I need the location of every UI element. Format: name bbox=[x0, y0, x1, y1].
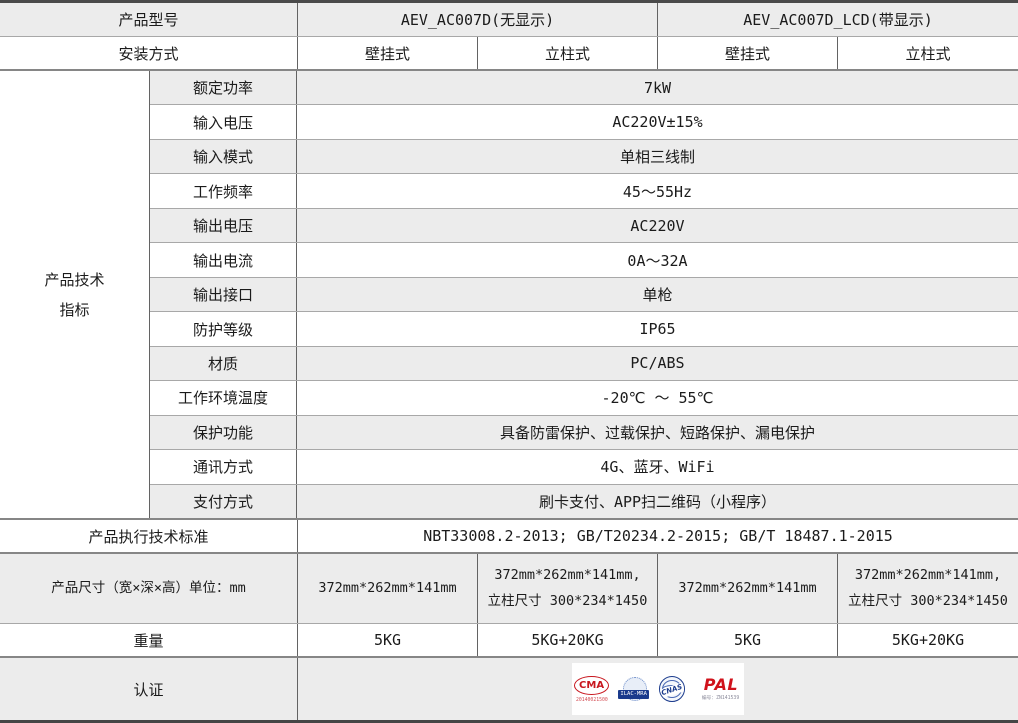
dimension-line2: 立柱尺寸 300*234*1450 bbox=[848, 593, 1008, 609]
tech-spec-name: 材质 bbox=[207, 354, 238, 373]
tech-spec-value: 7kW bbox=[296, 71, 1018, 105]
product-model-row: 产品型号 AEV_AC007D(无显示) AEV_AC007D_LCD(带显示) bbox=[0, 3, 1018, 37]
weight-cell: 5KG+20KG bbox=[477, 624, 657, 656]
cnas-logo-text: CNAS bbox=[660, 681, 685, 700]
install-label: 安装方式 bbox=[118, 44, 179, 63]
tech-spec-row: 输入模式 单相三线制 bbox=[150, 139, 1018, 175]
install-cell: 壁挂式 bbox=[657, 37, 837, 69]
weight-cell: 5KG bbox=[657, 624, 837, 656]
tech-spec-value: -20℃ ～ 55℃ bbox=[296, 381, 1018, 415]
cma-logo-text: CMA bbox=[574, 675, 610, 695]
dimensions-label: 产品尺寸（宽×深×高）单位：mm bbox=[51, 580, 246, 597]
certification-row: 认证 CMA 20140021500 ILAC-MRA CNAS bbox=[0, 658, 1018, 720]
standards-label: 产品执行技术标准 bbox=[88, 527, 209, 546]
certification-value: CMA 20140021500 ILAC-MRA CNAS PAL 编号：ZN1… bbox=[297, 658, 1018, 720]
tech-spec-value: PC/ABS bbox=[296, 346, 1018, 381]
tech-spec-name: 工作频率 bbox=[192, 182, 253, 201]
model-a-cell: AEV_AC007D(无显示) bbox=[297, 3, 657, 36]
ilac-mra-logo-text: ILAC-MRA bbox=[618, 689, 649, 699]
tech-spec-value: 单枪 bbox=[296, 277, 1018, 312]
pal-logo-caption: 编号：ZN141539 bbox=[702, 694, 740, 701]
tech-spec-value: AC220V±15% bbox=[296, 105, 1018, 139]
certification-logo-box: CMA 20140021500 ILAC-MRA CNAS PAL 编号：ZN1… bbox=[572, 663, 744, 715]
tech-spec-name: 防护等级 bbox=[192, 320, 253, 339]
tech-spec-name: 通讯方式 bbox=[192, 458, 253, 477]
dimension-line1: 372mm*262mm*141mm, bbox=[494, 567, 641, 584]
dimension-cell: 372mm*262mm*141mm bbox=[297, 554, 477, 623]
tech-section: 产品技术 指标 额定功率 7kW 输入电压 AC220V±15% 输入模式 单相… bbox=[0, 71, 1018, 520]
tech-spec-value: 4G、蓝牙、WiFi bbox=[296, 450, 1018, 484]
pal-logo-text: PAL bbox=[703, 675, 739, 694]
tech-section-label: 产品技术 指标 bbox=[0, 71, 150, 518]
standards-value: NBT33008.2-2013; GB/T20234.2-2015; GB/T … bbox=[297, 520, 1018, 552]
tech-spec-value: 单相三线制 bbox=[296, 139, 1018, 174]
cma-logo-caption: 20140021500 bbox=[575, 696, 608, 702]
tech-spec-row: 工作环境温度 -20℃ ～ 55℃ bbox=[150, 381, 1018, 416]
ilac-mra-globe-icon: ILAC-MRA bbox=[618, 677, 649, 701]
dimension-cell: 372mm*262mm*141mm bbox=[657, 554, 837, 623]
product-model-label: 产品型号 bbox=[118, 11, 179, 29]
weight-cell: 5KG+20KG bbox=[837, 624, 1018, 656]
weight-cell: 5KG bbox=[297, 624, 477, 656]
tech-spec-value: 具备防雷保护、过载保护、短路保护、漏电保护 bbox=[296, 415, 1018, 450]
tech-spec-row: 材质 PC/ABS bbox=[150, 346, 1018, 382]
dimensions-row: 产品尺寸（宽×深×高）单位：mm 372mm*262mm*141mm 372mm… bbox=[0, 554, 1018, 624]
dimension-line1: 372mm*262mm*141mm, bbox=[854, 567, 1002, 584]
tech-spec-value: 45～55Hz bbox=[296, 174, 1018, 208]
install-cell: 立柱式 bbox=[477, 37, 657, 69]
pal-logo: PAL 编号：ZN141539 bbox=[697, 677, 744, 701]
cnas-logo: CNAS bbox=[659, 676, 686, 702]
tech-spec-name: 输出电压 bbox=[192, 217, 253, 236]
cnas-globe-icon: CNAS bbox=[659, 676, 686, 702]
tech-spec-row: 工作频率 45～55Hz bbox=[150, 174, 1018, 209]
tech-spec-row: 输入电压 AC220V±15% bbox=[150, 105, 1018, 140]
cma-logo: CMA 20140021500 bbox=[572, 675, 612, 703]
tech-spec-value: AC220V bbox=[296, 208, 1018, 243]
tech-spec-name: 输出电流 bbox=[192, 251, 253, 270]
tech-spec-value: IP65 bbox=[296, 312, 1018, 346]
tech-spec-row: 支付方式 刷卡支付、APP扫二维码（小程序） bbox=[150, 484, 1018, 519]
tech-spec-name: 输入电压 bbox=[192, 113, 253, 132]
tech-spec-row: 通讯方式 4G、蓝牙、WiFi bbox=[150, 450, 1018, 485]
dimension-cell: 372mm*262mm*141mm, 立柱尺寸 300*234*1450 bbox=[477, 554, 657, 623]
weight-label: 重量 bbox=[133, 631, 164, 650]
install-row: 安装方式 壁挂式 立柱式 壁挂式 立柱式 bbox=[0, 37, 1018, 71]
tech-spec-name: 工作环境温度 bbox=[177, 389, 268, 408]
tech-spec-name: 输出接口 bbox=[192, 286, 253, 305]
standards-row: 产品执行技术标准 NBT33008.2-2013; GB/T20234.2-20… bbox=[0, 520, 1018, 554]
dimension-line1: 372mm*262mm*141mm bbox=[318, 580, 457, 597]
tech-section-label-line1: 产品技术 bbox=[44, 270, 105, 289]
install-cell: 壁挂式 bbox=[297, 37, 477, 69]
tech-spec-value: 刷卡支付、APP扫二维码（小程序） bbox=[296, 484, 1018, 519]
weight-row: 重量 5KG 5KG+20KG 5KG 5KG+20KG bbox=[0, 624, 1018, 658]
tech-section-label-line2: 指标 bbox=[59, 300, 90, 319]
tech-rows: 额定功率 7kW 输入电压 AC220V±15% 输入模式 单相三线制 工作频率… bbox=[150, 71, 1018, 519]
tech-spec-row: 输出电流 0A～32A bbox=[150, 243, 1018, 278]
tech-spec-row: 输出接口 单枪 bbox=[150, 277, 1018, 313]
tech-spec-row: 防护等级 IP65 bbox=[150, 312, 1018, 347]
ilac-mra-logo: ILAC-MRA bbox=[618, 677, 649, 701]
tech-spec-name: 支付方式 bbox=[192, 492, 253, 511]
certification-label: 认证 bbox=[133, 680, 164, 699]
tech-spec-row: 保护功能 具备防雷保护、过载保护、短路保护、漏电保护 bbox=[150, 415, 1018, 451]
dimension-cell: 372mm*262mm*141mm, 立柱尺寸 300*234*1450 bbox=[837, 554, 1018, 623]
tech-spec-name: 额定功率 bbox=[192, 79, 253, 98]
tech-spec-value: 0A～32A bbox=[296, 243, 1018, 277]
tech-spec-name: 输入模式 bbox=[192, 148, 253, 167]
tech-spec-name: 保护功能 bbox=[192, 423, 253, 442]
dimension-line1: 372mm*262mm*141mm bbox=[678, 580, 817, 597]
tech-spec-row: 输出电压 AC220V bbox=[150, 208, 1018, 244]
tech-spec-row: 额定功率 7kW bbox=[150, 71, 1018, 106]
install-cell: 立柱式 bbox=[837, 37, 1018, 69]
dimension-line2: 立柱尺寸 300*234*1450 bbox=[487, 593, 648, 609]
model-b-cell: AEV_AC007D_LCD(带显示) bbox=[657, 3, 1018, 36]
